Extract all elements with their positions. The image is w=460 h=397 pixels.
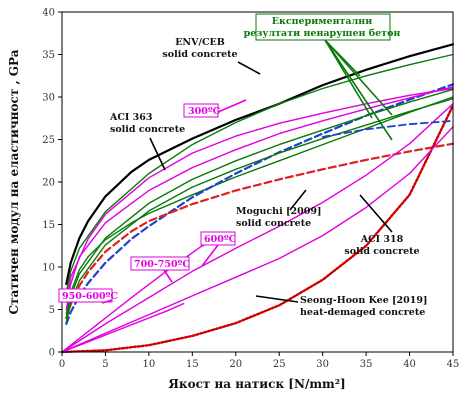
leader-experimental-4 — [324, 39, 393, 141]
x-tick-label-6: 30 — [316, 359, 329, 370]
x-tick-label-9: 45 — [447, 359, 460, 370]
label-box-700-750c — [130, 256, 190, 271]
leader-seong-hoon-kee — [255, 295, 299, 303]
y-axis-title: Статичен модул на еластичност , GPa — [7, 49, 21, 314]
series-line-0 — [65, 43, 455, 286]
leader-700-750c — [163, 269, 173, 283]
x-axis-title: Якост на натиск [N/mm²] — [168, 377, 345, 391]
annotation-4: ACI 363 — [109, 112, 153, 123]
annotation-14: Seong-Hoon Kee [2019] — [300, 295, 427, 306]
x-tick-label-7: 35 — [360, 359, 373, 370]
y-tick-label-8: 40 — [42, 8, 55, 19]
y-tick-label-0: 0 — [49, 348, 55, 359]
leader-600c — [201, 244, 219, 267]
x-tick-label-8: 40 — [403, 359, 416, 370]
leader-950-600c — [101, 299, 113, 304]
x-tick-label-4: 20 — [229, 359, 242, 370]
y-tick-label-1: 5 — [49, 305, 55, 316]
y-tick-label-2: 10 — [42, 263, 55, 274]
leader-env-ceb — [237, 61, 261, 75]
x-tick-label-5: 25 — [273, 359, 286, 370]
annotation-7: Moguchi [2009] — [236, 206, 321, 217]
y-tick-label-7: 35 — [42, 50, 55, 61]
ticks-layer: 0 5 10 15 20 25 30 35 40 45 0 5 10 15 20 25 30 35 40 — [42, 8, 459, 371]
annotation-0: ENV/CEB — [175, 37, 225, 48]
annotation-3: резултати ненарушен бетон — [244, 28, 401, 39]
series-line-14 — [321, 119, 454, 138]
series-line-12 — [65, 98, 454, 323]
leader-moguchi — [289, 189, 307, 211]
annotation-15: heat-demaged concrete — [300, 307, 425, 318]
label-box-300c — [183, 103, 219, 118]
annotation-8: solid concrete — [236, 218, 311, 229]
annotation-6: 300ºC — [188, 106, 221, 117]
series-line-8 — [61, 103, 454, 353]
series-line-4 — [60, 104, 455, 354]
leader-aci318 — [359, 194, 393, 233]
label-box-950-600c — [58, 288, 113, 303]
x-tick-label-2: 10 — [143, 359, 156, 370]
annotation-2: Експериментални — [272, 16, 373, 27]
experimental-label-box — [255, 13, 391, 41]
series-line-10 — [61, 302, 185, 353]
y-tick-label-4: 20 — [42, 178, 55, 189]
leader-experimental-3 — [324, 39, 393, 116]
annotation-5: solid concrete — [110, 124, 185, 135]
x-tick-label-0: 0 — [59, 359, 65, 370]
annotation-9: ACI 318 — [360, 234, 404, 245]
series-line-6 — [65, 87, 454, 302]
series-line-7 — [61, 126, 454, 353]
x-tick-label-1: 5 — [102, 359, 108, 370]
annotation-1: solid concrete — [162, 49, 237, 60]
y-tick-label-6: 30 — [42, 93, 55, 104]
leader-300c — [217, 99, 247, 113]
series-line-11 — [65, 53, 454, 294]
leader-aci363 — [149, 137, 166, 171]
annotation-13: 950-600ºC — [62, 291, 118, 302]
x-tick-label-3: 15 — [186, 359, 199, 370]
annotation-12: 700-750ºC — [134, 259, 190, 270]
annotation-10: solid concrete — [344, 246, 419, 257]
annotation-11: 600ºC — [204, 234, 237, 245]
y-tick-label-5: 25 — [42, 135, 55, 146]
series-line-3 — [65, 142, 455, 320]
y-tick-label-3: 15 — [42, 220, 55, 231]
